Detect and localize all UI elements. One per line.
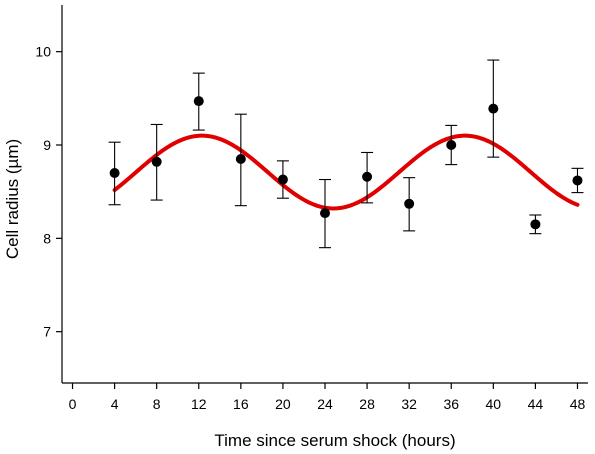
- x-tick-label: 32: [401, 396, 417, 412]
- x-tick-label: 4: [111, 396, 119, 412]
- data-point-group: [276, 160, 289, 199]
- y-tick-label: 9: [43, 137, 51, 153]
- y-tick-label: 10: [35, 44, 51, 60]
- y-ticks: 7 8 9 10: [35, 44, 62, 340]
- x-ticks: 0 4 8 12 16 20 24 28 32 36 40 44 48: [69, 383, 586, 412]
- x-tick-label: 24: [317, 396, 333, 412]
- data-point: [362, 171, 373, 182]
- data-point-group: [403, 177, 416, 232]
- data-point: [235, 154, 246, 164]
- x-tick-label: 36: [443, 396, 459, 412]
- y-tick-label: 7: [43, 324, 51, 340]
- data-point-group: [108, 141, 121, 206]
- data-point: [277, 174, 288, 185]
- data-point: [320, 208, 330, 219]
- x-tick-label: 12: [191, 396, 207, 412]
- x-tick-label: 40: [486, 396, 502, 412]
- data-point-group: [234, 113, 247, 207]
- data-point: [404, 198, 415, 209]
- data-point-group: [361, 151, 374, 204]
- data-point: [193, 96, 204, 107]
- data-point: [446, 140, 457, 150]
- y-axis-title: Cell radius (µm): [3, 139, 22, 259]
- x-tick-label: 0: [69, 396, 77, 412]
- data-point: [530, 219, 541, 230]
- x-axis-title: Time since serum shock (hours): [214, 431, 455, 450]
- data-point-group: [487, 59, 500, 158]
- y-tick-label: 8: [43, 230, 51, 246]
- data-point-group: [192, 72, 205, 131]
- x-tick-label: 20: [275, 396, 291, 412]
- data-point-group: [150, 123, 163, 201]
- x-tick-label: 44: [528, 396, 544, 412]
- data-point: [109, 168, 120, 178]
- data-points-layer: [108, 59, 584, 249]
- fit-curve-layer: [112, 133, 580, 211]
- data-point: [151, 156, 162, 167]
- data-point-group: [445, 124, 458, 166]
- data-point: [488, 103, 499, 114]
- data-point: [572, 175, 583, 186]
- data-point-group: [529, 214, 542, 235]
- data-point-group: [319, 178, 331, 249]
- x-tick-label: 48: [570, 396, 586, 412]
- x-tick-label: 8: [153, 396, 161, 412]
- x-tick-label: 28: [359, 396, 375, 412]
- fit-curve: [112, 133, 580, 211]
- data-point-group: [571, 167, 584, 194]
- x-tick-label: 16: [233, 396, 249, 412]
